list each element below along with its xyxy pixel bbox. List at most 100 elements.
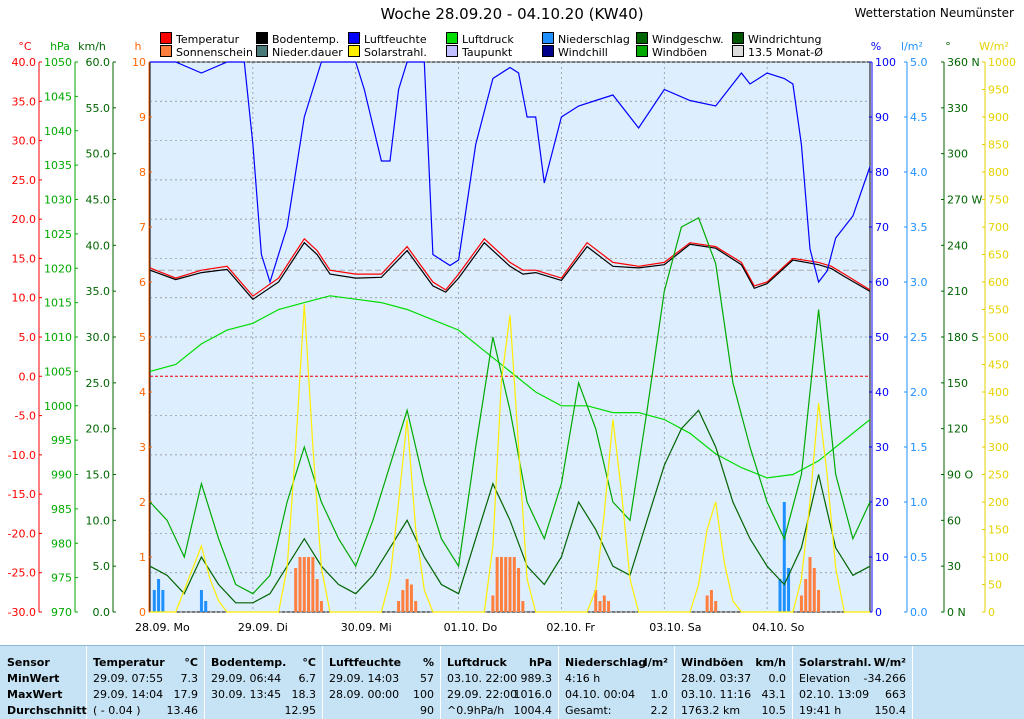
stats-value: 989.3 [520, 672, 553, 685]
legend-label: Windböen [652, 46, 708, 59]
axis-label-hpa: 1020 [44, 262, 72, 275]
stats-value: -34.266 [863, 672, 906, 685]
x-tick-label: 04.10. So [752, 621, 804, 634]
axis-label-temp: 5.0 [19, 331, 37, 344]
axis-label-temp: 35.0 [12, 95, 37, 108]
stats-value: 1.0 [650, 688, 669, 701]
axis-unit-lm2: l/m² [901, 40, 923, 53]
axis-label-deg: 270 W [947, 194, 982, 207]
stats-header-label: Bodentemp. [211, 656, 287, 669]
bar-sonnenschein [602, 595, 606, 612]
stats-header-unit: % [422, 656, 434, 669]
bar-sonnenschein [307, 557, 311, 612]
axis-label-temp: 10.0 [12, 292, 37, 305]
axis-label-wm2: 900 [988, 111, 1009, 124]
legend-label: Temperatur [176, 33, 240, 46]
axis-label-percent: 20 [875, 496, 889, 509]
stats-header-label: Solarstrahl. [799, 656, 872, 669]
stats-row: 28.09. 00:00 100 [322, 686, 440, 703]
legend-label: 13.5 Monat-Ø [748, 46, 823, 59]
bar-niederschlag [157, 579, 161, 612]
axis-label-hpa: 1045 [44, 90, 72, 103]
stats-row: ^0.9hPa/h 1004.4 [440, 702, 558, 719]
axis-label-percent: 40 [875, 386, 889, 399]
legend-item: Bodentemp. [256, 32, 339, 46]
stats-time: 28.09. 00:00 [329, 688, 400, 701]
legend-item: Niederschlag [542, 32, 630, 46]
axis-label-deg: 0 N [947, 606, 966, 619]
stats-header-label: Luftdruck [447, 656, 507, 669]
axis-label-h: 8 [139, 166, 146, 179]
stats-row: Durchschnitt [0, 702, 87, 719]
legend-swatch [160, 45, 172, 57]
legend-label: Nieder.dauer [272, 46, 343, 59]
axis-label-wm2: 200 [988, 496, 1009, 509]
stats-time: 4:16 h [565, 672, 601, 685]
stats-header-label: Niederschlag [565, 656, 647, 669]
stats-time: 29.09. 06:44 [211, 672, 282, 685]
legend-swatch [636, 32, 648, 44]
stats-value: 663 [885, 688, 906, 701]
axis-label-wm2: 150 [988, 524, 1009, 537]
stats-value: 0.0 [768, 672, 787, 685]
axis-label-h: 6 [139, 276, 146, 289]
axis-label-kmh: 30.0 [86, 331, 111, 344]
stats-row: 90 [322, 702, 440, 719]
axis-unit-hpa: hPa [50, 40, 70, 53]
legend-item: Nieder.dauer [256, 45, 343, 59]
bar-sonnenschein [598, 601, 602, 612]
axis-label-deg: 240 [947, 239, 968, 252]
legend-swatch [732, 32, 744, 44]
legend-item: Windböen [636, 45, 707, 59]
bar-sonnenschein [294, 568, 298, 612]
axis-label-percent: 0 [875, 606, 882, 619]
axis-label-deg: 60 [947, 514, 961, 527]
axis-label-wm2: 50 [988, 579, 1002, 592]
axis-label-temp: -10.0 [8, 449, 36, 462]
axis-label-hpa: 990 [51, 469, 72, 482]
stats-value: 43.1 [761, 688, 787, 701]
bar-sonnenschein [808, 557, 812, 612]
axis-label-temp: 15.0 [12, 252, 37, 265]
stats-time: 02.10. 13:09 [799, 688, 870, 701]
bar-sonnenschein [491, 595, 495, 612]
axis-label-wm2: 950 [988, 84, 1009, 97]
chart-canvas: 28.09. Mo 29.09. Di 30.09. Mi 01.10. Do 02.1… [8, 40, 1016, 634]
axis-label-deg: 300 [947, 148, 968, 161]
legend-item: Windchill [542, 45, 608, 59]
stats-header-label: Luftfeuchte [329, 656, 402, 669]
stats-row: 29.09. 22:00 1016.0 [440, 686, 558, 703]
axis-label-wm2: 250 [988, 469, 1009, 482]
axis-label-wm2: 500 [988, 331, 1009, 344]
stats-value: 1004.4 [513, 704, 553, 717]
axis-label-hpa: 970 [51, 606, 72, 619]
bar-sonnenschein [512, 557, 516, 612]
axis-label-temp: 40.0 [12, 56, 37, 69]
axis-label-deg: 180 S [947, 331, 978, 344]
bar-niederschlag [778, 579, 782, 612]
series-windb-en [149, 216, 871, 595]
stats-value: 90 [420, 704, 434, 717]
stats-header-unit: km/h [755, 656, 786, 669]
series-temperatur [149, 237, 871, 297]
weather-chart: 28.09. Mo 29.09. Di 30.09. Mi 01.10. Do 02.1… [8, 5, 1016, 634]
bar-sonnenschein [517, 568, 521, 612]
stats-row: 29.09. 14:04 17.9 [86, 686, 204, 703]
axis-label-lm2: 0.0 [910, 606, 928, 619]
stats-time: 29.09. 14:04 [93, 688, 164, 701]
axis-label-h: 5 [139, 331, 146, 344]
bar-sonnenschein [397, 601, 401, 612]
axis-label-percent: 80 [875, 166, 889, 179]
legend-label: Bodentemp. [272, 33, 340, 46]
axis-label-lm2: 1.5 [910, 441, 928, 454]
stats-row: 04.10. 00:04 1.0 [558, 686, 674, 703]
series-luftdruck [149, 295, 871, 479]
bar-sonnenschein [607, 601, 611, 612]
stats-row-label: Durchschnitt [7, 704, 87, 717]
stats-time: ( - 0.04 ) [93, 704, 141, 717]
axis-label-percent: 30 [875, 441, 889, 454]
legend-label: Luftfeuchte [364, 33, 427, 46]
stats-row: Gesamt: 2.2 [558, 702, 674, 719]
stats-value: 57 [420, 672, 434, 685]
stats-time: ^0.9hPa/h [447, 704, 505, 717]
